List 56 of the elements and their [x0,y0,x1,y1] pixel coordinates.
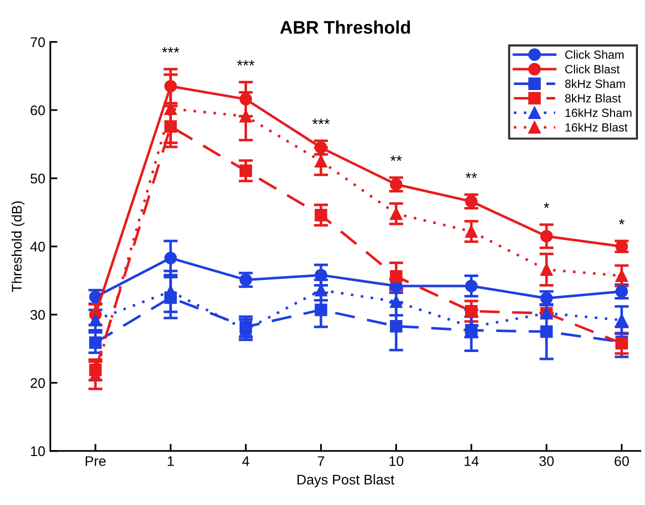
x-tick-label: 30 [539,456,554,466]
legend-label: 16kHz Blast [566,122,628,132]
annotation: ** [390,156,402,161]
point [465,304,478,318]
x-tick-label: 14 [464,456,479,466]
point [164,80,177,92]
annotation: ** [466,172,478,178]
x-tick-label: 10 [389,456,404,466]
point [390,207,402,220]
legend-label: 16kHz Sham [566,108,632,118]
chart-title: ABR Threshold [280,20,410,34]
point [540,230,553,242]
x-tick-label: 1 [168,456,174,466]
point [164,252,177,264]
annotation: * [544,202,550,208]
annotation: *** [162,47,180,53]
annotation: *** [237,60,254,66]
point [615,270,628,282]
y-tick-label: 10 [31,446,45,456]
point [164,285,177,298]
point [314,208,328,222]
y-tick-label: 70 [30,37,45,48]
point [540,325,553,338]
y-tick-label: 60 [30,105,45,116]
x-tick-label: 60 [614,456,629,466]
point [390,295,402,308]
point [390,270,402,283]
point [465,280,478,292]
legend-label: 8kHz Sham [565,79,625,88]
point [240,92,252,106]
point [390,320,402,332]
point [89,336,102,349]
y-tick-label: 50 [30,174,45,184]
point [89,314,102,326]
point [314,304,328,316]
point [465,225,478,238]
x-tick-label: 7 [318,456,324,466]
legend-label: Click Sham [565,50,624,59]
y-axis-title: Threshold (dB) [12,201,24,292]
point [314,154,328,168]
x-tick-label: Pre [86,456,106,466]
x-axis-title: Days Post Blast [298,474,394,488]
point [314,268,328,282]
y-tick-label: 20 [30,378,45,388]
y-tick-label: 30 [30,310,45,320]
legend-label: Click Blast [565,64,620,74]
legend-label: 8kHz Blast [565,94,621,102]
annotation: * [618,218,624,224]
point [164,120,177,133]
point [615,314,628,326]
point [240,164,252,178]
annotation: *** [312,118,330,124]
point [540,263,553,276]
point [465,320,478,334]
x-tick-label: 4 [242,456,250,466]
y-tick-label: 40 [30,242,45,252]
